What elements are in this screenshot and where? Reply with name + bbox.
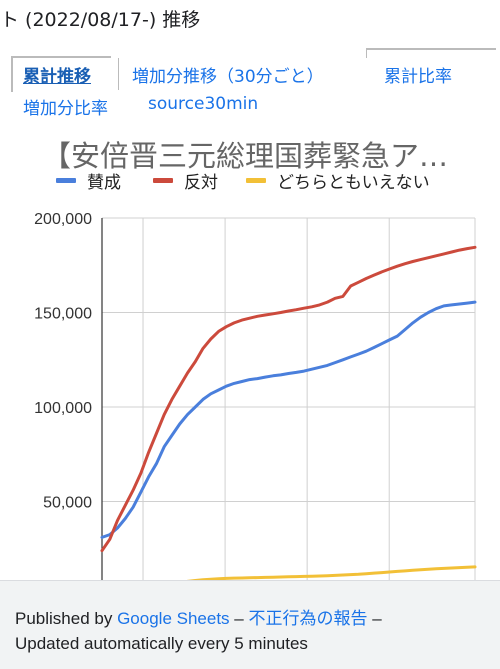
- series-line: [100, 245, 477, 553]
- footer-published-line: Published by Google Sheets – 不正行為の報告 –: [15, 604, 382, 629]
- footer-dash: –: [372, 609, 382, 628]
- updated-text: Updated automatically every 5 minutes: [15, 634, 308, 653]
- page-title: ト (2022/08/17-) 推移: [0, 9, 201, 31]
- line-chart: 【安倍晋三元総理国葬緊急ア… 賛成 反対 どちらともいえない 50,000 100,0…: [34, 139, 477, 580]
- tab-cumulative-ratio[interactable]: 累計比率: [384, 67, 452, 87]
- tab-source30min[interactable]: source30min: [148, 94, 259, 114]
- report-abuse-link[interactable]: 不正行為の報告: [248, 609, 368, 628]
- legend-swatch: [246, 178, 266, 183]
- legend-swatch: [153, 178, 173, 183]
- series-line: [100, 300, 477, 539]
- y-tick-label: 150,000: [34, 306, 92, 323]
- y-tick-label: 100,000: [34, 400, 92, 417]
- google-sheets-link[interactable]: Google Sheets: [117, 609, 230, 628]
- legend-label: 賛成: [87, 173, 121, 193]
- active-tab-frame: [11, 56, 111, 92]
- legend-label: どちらともいえない: [277, 173, 430, 193]
- published-by-text: Published by: [15, 609, 113, 628]
- tab-divider: [366, 48, 367, 58]
- legend-label: 反対: [184, 173, 218, 193]
- chart-title: 【安倍晋三元総理国葬緊急ア…: [42, 139, 448, 173]
- footer: Published by Google Sheets – 不正行為の報告 – U…: [0, 580, 500, 669]
- y-tick-label: 50,000: [43, 495, 92, 512]
- footer-dash: –: [234, 609, 244, 628]
- legend-swatch: [56, 178, 76, 183]
- tab-cumulative[interactable]: 累計推移: [23, 67, 91, 87]
- y-tick-label: 200,000: [34, 211, 92, 228]
- series-line: [186, 565, 477, 580]
- chart-area: 【安倍晋三元総理国葬緊急ア… 賛成 反対 どちらともいえない 50,000 100,0…: [0, 122, 500, 580]
- tab-increment-ratio[interactable]: 増加分比率: [23, 99, 108, 119]
- tab-frame-top: [366, 48, 496, 50]
- tab-increment[interactable]: 増加分推移（30分ごと）: [132, 67, 324, 87]
- sheet-tabs: 累計推移 増加分推移（30分ごと） 累計比率 増加分比率 source30min: [0, 48, 500, 122]
- tab-divider: [118, 58, 119, 90]
